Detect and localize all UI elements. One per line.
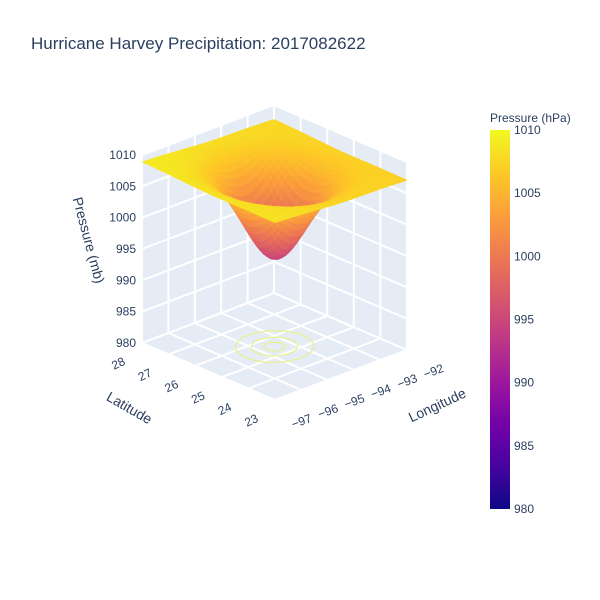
- grid-line-pressure: [141, 103, 408, 163]
- latitude-tick-label: 27: [136, 365, 154, 383]
- pressure-tick-label: 990: [116, 273, 136, 287]
- colorbar-tick-label: 1005: [514, 186, 541, 200]
- contour-ring: [263, 341, 286, 352]
- longitude-tick-label: −95: [342, 391, 366, 411]
- colorbar-tick-label: 995: [514, 313, 534, 327]
- colorbar-tick-label: 985: [514, 439, 534, 453]
- longitude-tick-label: −93: [395, 371, 419, 391]
- pressure-tick-label: 995: [116, 242, 136, 256]
- longitude-tick-label: −92: [422, 361, 446, 381]
- colorbar: Pressure (hPa) 980 985 990 995 1000 1005 1010: [490, 111, 571, 516]
- pressure-tick-label: 1000: [109, 211, 136, 225]
- colorbar-tick-label: 1000: [514, 249, 541, 263]
- colorbar-gradient: [490, 130, 510, 509]
- pressure-axis-title: Pressure (mb): [70, 195, 108, 285]
- axis-ticks: −97 −96 −95 −94 −93 −92 23 24 25 26 27 28 980 985 990 9…: [109, 148, 446, 431]
- colorbar-tick-label: 990: [514, 376, 534, 390]
- latitude-tick-label: 26: [162, 377, 180, 395]
- latitude-axis-title: Latitude: [104, 388, 155, 427]
- pressure-surface[interactable]: [141, 119, 408, 260]
- chart-title: Hurricane Harvey Precipitation: 20170826…: [31, 34, 366, 53]
- contour-ring: [234, 330, 315, 363]
- grid-line-pressure: [141, 291, 408, 351]
- latitude-tick-label: 24: [216, 400, 234, 418]
- colorbar-tick-label: 1010: [514, 123, 541, 137]
- longitude-tick-label: −97: [290, 411, 314, 431]
- longitude-axis-title: Longitude: [406, 385, 469, 426]
- longitude-tick-label: −96: [316, 401, 340, 421]
- latitude-tick-label: 28: [109, 354, 127, 372]
- grid-line-pressure: [141, 260, 408, 320]
- latitude-tick-label: 23: [242, 411, 260, 429]
- latitude-tick-label: 25: [189, 388, 207, 406]
- surface-cell: [270, 219, 280, 224]
- pressure-tick-label: 985: [116, 305, 136, 319]
- floor-pane: [142, 293, 407, 400]
- pressure-tick-label: 1010: [109, 148, 136, 162]
- pressure-tick-label: 1005: [109, 179, 136, 193]
- longitude-tick-label: −94: [369, 381, 393, 401]
- scene-grid: [141, 103, 408, 401]
- floor-contours: [234, 330, 315, 363]
- colorbar-tick-label: 980: [514, 502, 534, 516]
- pressure-tick-label: 980: [116, 336, 136, 350]
- colorbar-title: Pressure (hPa): [490, 111, 571, 125]
- contour-ring: [250, 336, 299, 357]
